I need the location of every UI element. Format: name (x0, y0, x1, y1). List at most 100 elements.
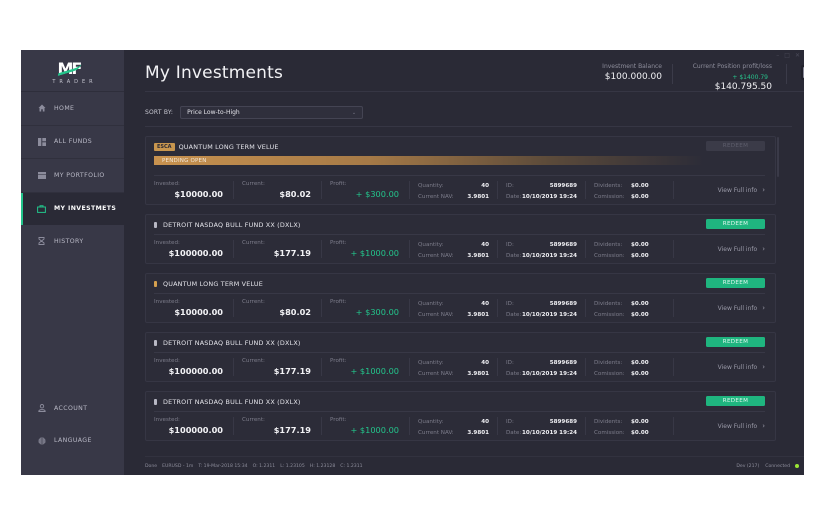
etf-funds-toggle[interactable]: ETF's Funds (801, 65, 804, 80)
redeem-button[interactable]: REDEEM (706, 278, 765, 288)
view-full-info-link[interactable]: View Full info › (674, 353, 775, 381)
sidebar-item-label: LANGUAGE (54, 437, 92, 445)
chevron-right-icon: › (762, 363, 765, 371)
date-label: Date: (506, 253, 522, 259)
sidebar-item-my-portfolio[interactable]: MY PORTFOLIO (21, 159, 124, 192)
divider (321, 181, 322, 199)
profit-label: Profit: (330, 181, 347, 187)
quantity-value: 40 (481, 183, 489, 189)
date-label: Date: (506, 194, 522, 200)
view-full-info-link[interactable]: View Full info › (674, 412, 775, 440)
sidebar-item-language[interactable]: LANGUAGE (21, 425, 124, 458)
divider (233, 358, 234, 376)
divider (497, 358, 498, 376)
profit-label: Profit: (330, 358, 347, 364)
invested-cell: Invested: $100000.00 (146, 235, 233, 263)
page-title: My Investments (145, 63, 284, 83)
id-date: ID: 5899689 Date: 10/10/2019 19:24 (498, 353, 585, 381)
divider (21, 191, 124, 193)
close-icon[interactable]: ✕ (794, 52, 800, 59)
view-full-info-label: View Full info (717, 422, 758, 430)
divider (672, 64, 673, 84)
investment-list: ESCA QUANTUM LONG TERM VELUE REDEEM PEND… (145, 136, 776, 450)
divider (497, 417, 498, 435)
sort-value: Price Low-to-High (187, 109, 240, 116)
card-body: Invested: $10000.00 Current: $80.02 Prof… (146, 176, 775, 204)
view-full-info-link[interactable]: View Full info › (674, 235, 775, 263)
current-label: Current: (242, 358, 265, 364)
quantity-label: Quantity: (418, 242, 444, 248)
view-full-info-label: View Full info (717, 363, 758, 371)
card-header: DETROIT NASDAQ BULL FUND XX (DXLX) REDEE… (146, 333, 775, 352)
connection-status: Dev (217) Connected (736, 464, 799, 469)
current-label: Current: (242, 417, 265, 423)
redeem-button[interactable]: REDEEM (706, 219, 765, 229)
status-low: L: 1.23105 (280, 463, 305, 469)
current-label: Current: (242, 299, 265, 305)
current-position-pl: Current Position profit/loss + $1400.79 … (679, 63, 772, 92)
current-nav-value: 3.9801 (467, 194, 489, 200)
divider (233, 299, 234, 317)
view-full-info-link[interactable]: View Full info › (674, 294, 775, 322)
minimize-icon[interactable]: – (776, 52, 780, 59)
current-cell: Current: $80.02 (234, 294, 321, 322)
sidebar-item-all-funds[interactable]: ALL FUNDS (21, 126, 124, 159)
invested-label: Invested: (154, 240, 180, 246)
card-body: Invested: $100000.00 Current: $177.19 Pr… (146, 353, 775, 381)
divider (321, 417, 322, 435)
current-nav-label: Current NAV: (418, 194, 454, 200)
investment-card: DETROIT NASDAQ BULL FUND XX (DXLX) REDEE… (145, 391, 776, 441)
statusbar: Done EURUSD - 1m T: 19-Mar-2018 15:34 O:… (124, 457, 804, 475)
maximize-icon[interactable]: □ (784, 52, 790, 59)
sidebar-item-my-investments[interactable]: MY INVESTMETS (21, 192, 124, 225)
redeem-button[interactable]: REDEEM (706, 396, 765, 406)
date-label: Date: (506, 430, 522, 436)
divider (21, 158, 124, 159)
commission-label: Comission: (594, 194, 625, 200)
chevron-down-icon: ⌄ (351, 109, 357, 116)
divider (585, 358, 586, 376)
dividends-label: Dividents: (594, 242, 623, 248)
quantity-label: Quantity: (418, 419, 444, 425)
sidebar-item-history[interactable]: HISTORY (21, 225, 124, 258)
invested-cell: Invested: $100000.00 (146, 353, 233, 381)
current-position-label: Current Position profit/loss (692, 63, 772, 70)
date-value: 10/10/2019 19:24 (522, 253, 577, 259)
header: My Investments Investment Balance $100.0… (124, 50, 804, 92)
dividends-value: $0.00 (631, 183, 649, 189)
connection-label: Connected (765, 463, 790, 469)
sidebar-item-home[interactable]: HOME (21, 92, 124, 125)
toggle-option-etfs[interactable]: ETF's (803, 67, 804, 78)
current-value: $80.02 (279, 307, 311, 317)
id-value: 5899689 (549, 183, 577, 189)
card-header: DETROIT NASDAQ BULL FUND XX (DXLX) REDEE… (146, 215, 775, 234)
divider (233, 417, 234, 435)
sidebar-item-label: MY PORTFOLIO (54, 171, 105, 179)
quantity-label: Quantity: (418, 301, 444, 307)
scrollbar[interactable] (777, 137, 779, 177)
id-label: ID: (506, 183, 514, 189)
id-value: 5899689 (549, 419, 577, 425)
hourglass-icon (37, 237, 46, 246)
sidebar-item-label: HOME (54, 104, 75, 112)
id-date: ID: 5899689 Date: 10/10/2019 19:24 (498, 294, 585, 322)
fund-marker-icon (154, 221, 157, 228)
current-position-value: $140.795.50 (714, 82, 772, 92)
card-body: Invested: $10000.00 Current: $80.02 Prof… (146, 294, 775, 322)
divider (673, 299, 674, 317)
redeem-button[interactable]: REDEEM (706, 141, 765, 151)
current-cell: Current: $80.02 (234, 176, 321, 204)
profit-value: + $300.00 (355, 189, 399, 199)
status-high: H: 1.23128 (309, 463, 336, 469)
quantity-nav: Quantity: 40 Current NAV: 3.9801 (410, 235, 497, 263)
date-value: 10/10/2019 19:24 (522, 430, 577, 436)
divider (321, 358, 322, 376)
card-divider (154, 234, 765, 235)
chevron-right-icon: › (762, 186, 765, 194)
sidebar-item-label: HISTORY (54, 237, 84, 245)
profit-value: + $1000.00 (350, 425, 399, 435)
view-full-info-link[interactable]: View Full info › (674, 176, 775, 204)
sort-select[interactable]: Price Low-to-High ⌄ (180, 106, 364, 119)
sidebar-item-account[interactable]: ACCOUNT (21, 392, 124, 425)
redeem-button[interactable]: REDEEM (706, 337, 765, 347)
